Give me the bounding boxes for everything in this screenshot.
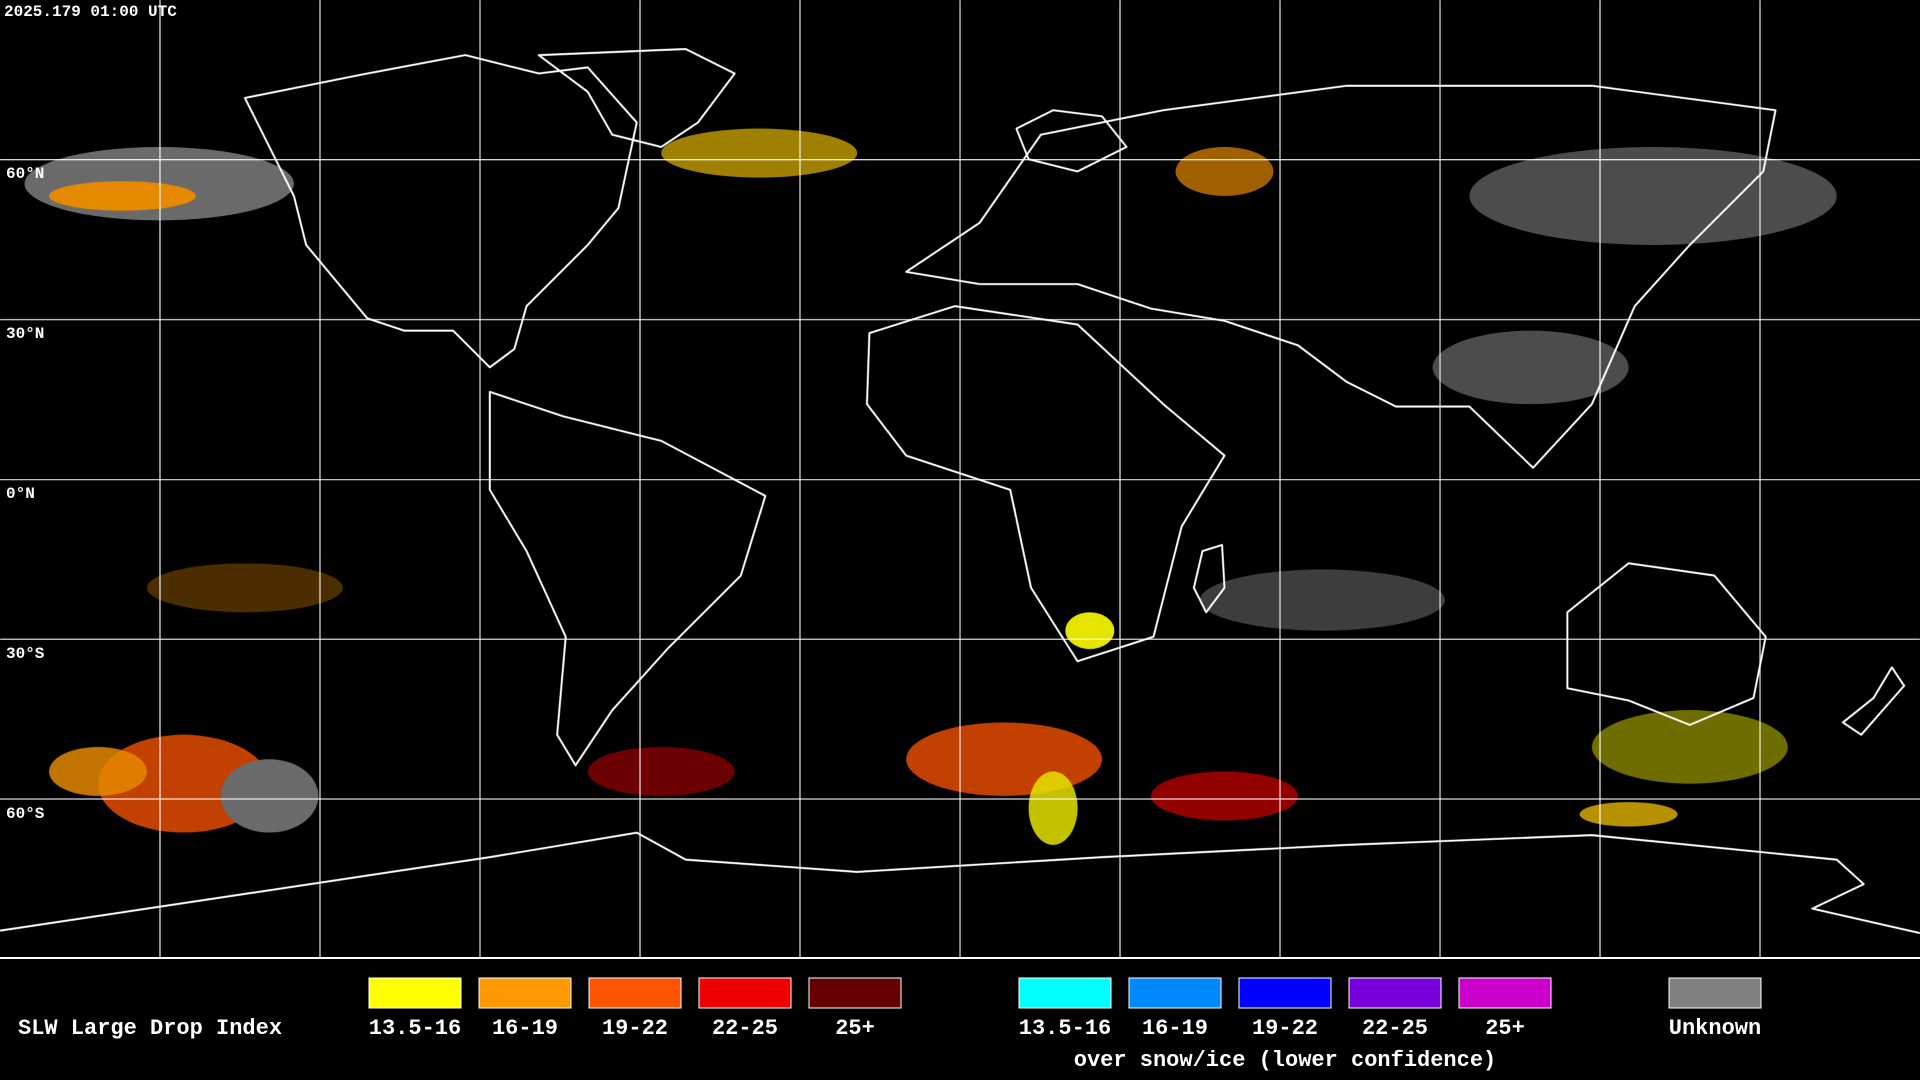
legend-label: Unknown [1669,1016,1761,1041]
legend-swatch [698,977,792,1009]
legend-label: 19-22 [602,1016,668,1041]
legend-label: 16-19 [1142,1016,1208,1041]
latitude-labels: 60°N 30°N 0°N 30°S 60°S [6,165,45,823]
latitude-label: 60°S [6,805,45,823]
legend-swatch [1238,977,1332,1009]
latitude-label: 0°N [6,485,35,503]
legend-label: 16-19 [492,1016,558,1041]
latitude-label: 30°S [6,645,45,663]
latitude-label: 60°N [6,165,44,183]
graticule [0,0,1920,958]
legend-swatch [588,977,682,1009]
map [0,0,1920,958]
legend-title: SLW Large Drop Index [18,1016,282,1041]
legend-label: 13.5-16 [369,1016,461,1041]
legend-swatch [1668,977,1762,1009]
legend-label: 25+ [1485,1016,1525,1041]
legend-swatch [1348,977,1442,1009]
legend-caption: over snow/ice (lower confidence) [1074,1048,1496,1073]
legend-swatch [1458,977,1552,1009]
legend-swatch [808,977,902,1009]
legend-swatch [1128,977,1222,1009]
legend-label: 22-25 [1362,1016,1428,1041]
legend-swatch [1018,977,1112,1009]
legend-label: 22-25 [712,1016,778,1041]
legend-label: 25+ [835,1016,875,1041]
legend-label: 19-22 [1252,1016,1318,1041]
cloud-cover [24,128,1837,845]
timestamp: 2025.179 01:00 UTC [4,3,177,21]
latitude-label: 30°N [6,325,44,343]
coastlines [0,48,1920,935]
legend-label: 13.5-16 [1019,1016,1111,1041]
legend: SLW Large Drop Index 13.5-16 16-19 19-22 22… [18,977,1762,1073]
legend-swatch [368,977,462,1009]
legend-swatch [478,977,572,1009]
legend-divider [0,957,1920,959]
